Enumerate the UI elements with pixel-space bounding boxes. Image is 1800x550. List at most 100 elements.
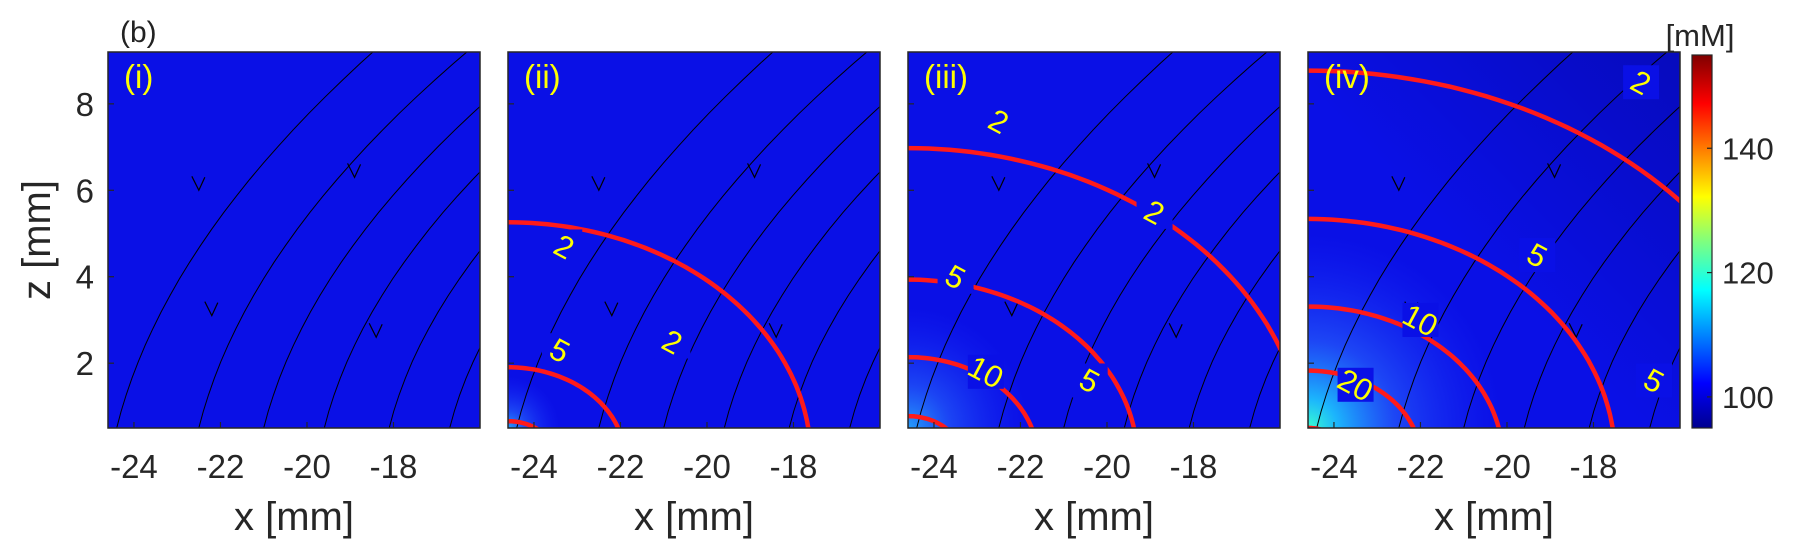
contour-label-gap [541,333,578,368]
streamline [1710,30,1800,428]
x-tick-label: -20 [1083,448,1131,485]
contour-label-gap [1136,194,1173,229]
x-tick-label: -22 [197,448,245,485]
x-tick-label: -24 [110,448,158,485]
x-tick-label: -18 [370,448,418,485]
contour-label-gap [980,104,1017,139]
plot-area: 225 [508,52,880,428]
streamline [1063,105,1280,428]
x-tick-label: -22 [997,448,1045,485]
contour-label-gap [1402,302,1439,337]
x-axis-label: x [mm] [634,495,754,539]
contour-label-gap [1071,363,1108,398]
contour-line-10 [508,418,540,428]
streamline [1398,52,1668,428]
streamline [598,52,868,428]
colorbar: 100 120 140 [mM] [1666,18,1774,429]
panel-label: (i) [124,58,153,95]
streamline [449,346,480,428]
streamline-arrow [604,301,619,318]
contour-label-gap [937,259,974,294]
streamline [849,346,880,428]
panel-frame [1307,51,1681,429]
streamline [1249,346,1280,428]
x-axis-label: x [mm] [1034,495,1154,539]
panel-label: (iii) [924,58,968,95]
streamline [723,171,880,428]
panel-1: (i) -24 -22 -20 -18 x [mm] 2 4 6 8 z [mm] [15,51,481,539]
figure-label: (b) [120,16,157,49]
streamline-arrow [1147,163,1162,179]
streamline [263,105,480,428]
streamline-arrow [768,322,783,339]
panels: (i) -24 -22 -20 -18 x [mm] 2 4 6 8 z [mm] 225(ii) -2… [15,30,1800,539]
contour-line-2 [908,145,1280,354]
z-tick-label: 4 [76,259,94,296]
panel-frame [507,51,881,429]
streamline [198,52,468,428]
z-tick-label: 6 [76,172,94,209]
x-axis-label: x [mm] [234,495,354,539]
streamline [388,250,480,428]
z-tick-label: 8 [76,86,94,123]
streamline [323,171,480,428]
streamline [1463,105,1680,428]
x-tick-label: -20 [283,448,331,485]
streamline-arrow [1391,176,1406,192]
streamline-arrow [1168,322,1183,339]
x-tick-label: -18 [770,448,818,485]
colorbar-tick-label: 100 [1722,380,1774,415]
heatmap-hotspot [1308,52,1680,428]
colorbar-label: [mM] [1666,18,1735,53]
streamline [1588,250,1680,428]
colorbar-tick-label: 140 [1722,131,1774,166]
streamline-arrow [591,176,606,192]
streamline [663,105,880,428]
contour-line-2 [508,220,811,428]
streamline-arrow [991,176,1006,192]
contour-line-5 [508,364,621,428]
plot-area [108,52,480,428]
z-tick-label: 2 [76,345,94,382]
streamline [1123,171,1280,428]
contour-label-gap [967,354,1004,389]
colorbar-scale [1691,54,1713,429]
z-axis-label: z [mm] [15,180,59,300]
x-tick-label: -24 [510,448,558,485]
contour-label-gap [1337,367,1374,402]
panel-label: (iv) [1324,58,1370,95]
x-axis-label: x [mm] [1434,495,1554,539]
contour-line-5 [1308,216,1615,428]
contour-label-gap [1623,65,1660,100]
colorbar-tick-label: 120 [1722,256,1774,291]
streamline-arrow [747,163,762,179]
panel-frame [107,51,481,429]
streamline [1649,346,1680,428]
streamline-arrow [1568,322,1583,339]
x-tick-label: -22 [597,448,645,485]
contour-line-20 [908,413,950,428]
contour-line-20 [1308,368,1417,428]
streamline [516,52,774,428]
streamline-arrow [1547,163,1562,179]
streamline [116,52,374,428]
streamline-arrow [204,301,219,318]
contour-label-gap [546,229,583,264]
contour-line-2 [1308,68,1680,204]
x-tick-label: -20 [1483,448,1531,485]
contour-line-10 [1308,304,1502,428]
streamline-arrow [1004,301,1019,318]
x-tick-label: -24 [910,448,958,485]
streamline [998,52,1268,428]
contour-label-gap [654,324,691,359]
panel-label: (ii) [524,58,561,95]
x-tick-label: -18 [1570,448,1618,485]
streamline [788,250,880,428]
streamline-arrow [191,176,206,192]
streamline-arrow [368,322,383,339]
